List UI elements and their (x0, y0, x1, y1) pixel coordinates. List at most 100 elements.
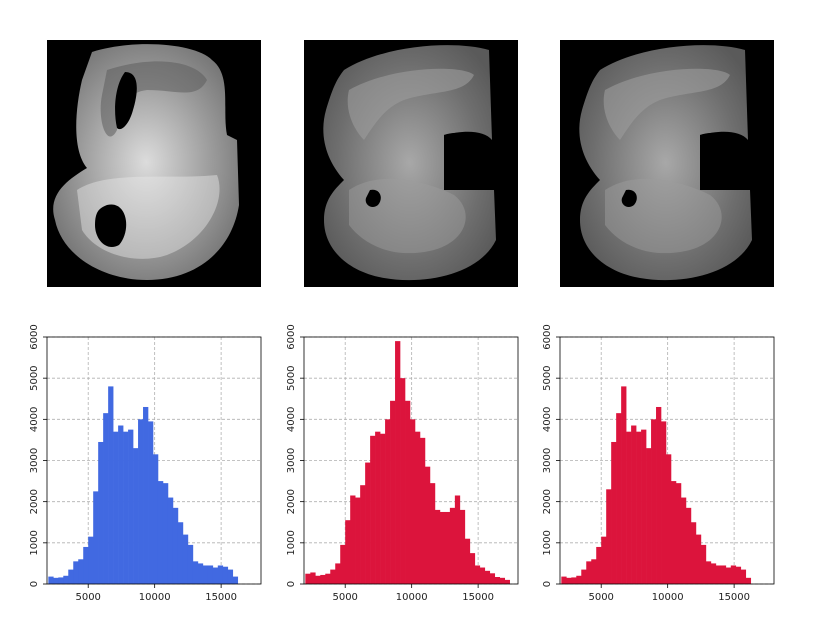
histogram-bar (740, 569, 747, 584)
histogram-bar (315, 575, 321, 584)
histogram-bar (631, 425, 637, 584)
histogram-bar (68, 569, 74, 584)
x-tick-label: 15000 (718, 592, 750, 603)
histogram-bar (73, 561, 79, 584)
histogram-bar (113, 431, 119, 584)
histogram-bar (53, 577, 59, 584)
histogram-bar (730, 565, 737, 584)
histogram-bar (375, 431, 381, 584)
histogram-bar (138, 419, 144, 584)
histogram-bar (355, 497, 361, 584)
histogram-bar (479, 567, 486, 584)
histogram-bar (596, 546, 602, 584)
y-tick-label: 3000 (286, 448, 297, 473)
y-tick-label: 3000 (542, 448, 553, 473)
histogram-bar (360, 485, 366, 584)
histogram-bar (444, 511, 451, 584)
histogram-bar (484, 570, 491, 584)
y-tick-label: 2000 (286, 489, 297, 514)
y-tick-label: 5000 (29, 365, 40, 390)
histogram-bar (153, 454, 159, 584)
histogram-bar (715, 565, 722, 584)
x-tick-label: 5000 (332, 592, 357, 603)
y-tick-label: 4000 (286, 407, 297, 432)
histogram-bar (227, 569, 234, 584)
histogram-bar (685, 507, 692, 584)
histogram-bar (350, 495, 356, 584)
histogram-bar (419, 437, 426, 584)
histogram-bar (192, 561, 199, 584)
histogram-bar (504, 579, 510, 584)
histogram-bar (646, 448, 652, 584)
x-tick-label: 10000 (652, 592, 684, 603)
histogram-bar (621, 386, 627, 584)
histogram-bar (410, 419, 416, 584)
y-tick-label: 2000 (29, 489, 40, 514)
histogram-bar (345, 520, 351, 584)
histogram-bar (182, 534, 189, 584)
y-tick-label: 5000 (542, 365, 553, 390)
y-tick-label: 1000 (29, 530, 40, 555)
histogram-bar (197, 563, 204, 584)
y-tick-label: 3000 (29, 448, 40, 473)
histogram-bar (88, 536, 94, 584)
histogram-3: 5000 10000 15000 0 1000 2000 3000 4000 5000 6000 (542, 324, 775, 603)
histogram-bar (395, 341, 401, 584)
histogram-bar (405, 400, 411, 584)
histogram-bar (469, 553, 476, 584)
histogram-bar (305, 573, 311, 584)
histogram-bar (459, 509, 466, 584)
histogram-bar (48, 576, 54, 584)
histogram-bar (591, 559, 597, 584)
y-tick-label: 1000 (286, 530, 297, 555)
histogram-bar (606, 489, 612, 584)
histogram-bar (118, 425, 124, 584)
y-tick-label: 6000 (542, 324, 553, 349)
histogram-bar (162, 483, 169, 584)
histogram-bar (128, 429, 134, 584)
histogram-bar (187, 544, 194, 584)
histogram-bar (656, 406, 662, 584)
histogram-bar (611, 441, 617, 584)
histogram-bar (439, 511, 446, 584)
histogram-bar (424, 466, 431, 584)
histogram-bar (232, 576, 239, 584)
histogram-bar (680, 497, 687, 584)
y-tick-label: 4000 (542, 407, 553, 432)
histogram-bar (172, 507, 179, 584)
histogram-bar (385, 419, 391, 584)
histogram-bar (63, 575, 69, 584)
histogram-bar (148, 421, 154, 584)
histogram-bar (167, 497, 174, 584)
y-tick-label: 4000 (29, 407, 40, 432)
histogram-bar (690, 522, 697, 584)
histogram-bar (720, 565, 727, 584)
histogram-bar (123, 431, 129, 584)
histogram-bar (340, 544, 346, 584)
histogram-bar (98, 441, 104, 584)
histogram-bar (202, 565, 209, 584)
histogram-bar (561, 576, 567, 584)
histogram-bar (586, 561, 592, 584)
brain-section-original-image (47, 40, 261, 287)
histogram-bar (666, 454, 672, 584)
x-tick-label: 15000 (462, 592, 494, 603)
histogram-bar (675, 483, 682, 584)
histogram-bar (566, 577, 572, 584)
x-tick-label: 10000 (396, 592, 428, 603)
histogram-bar (365, 462, 371, 584)
histogram-bar (464, 538, 471, 584)
histogram-bar (320, 574, 326, 584)
histogram-bar (157, 481, 164, 584)
histogram-bar (143, 406, 149, 584)
histogram-bar (710, 563, 717, 584)
brain-section-normalized-2-image (560, 40, 774, 287)
histogram-bar (725, 567, 732, 584)
histogram-bar (745, 577, 752, 584)
histogram-bar (700, 544, 707, 584)
histogram-bar (489, 573, 496, 584)
y-tick-label: 6000 (29, 324, 40, 349)
histogram-bar (651, 419, 657, 584)
histogram-bar (310, 572, 316, 584)
